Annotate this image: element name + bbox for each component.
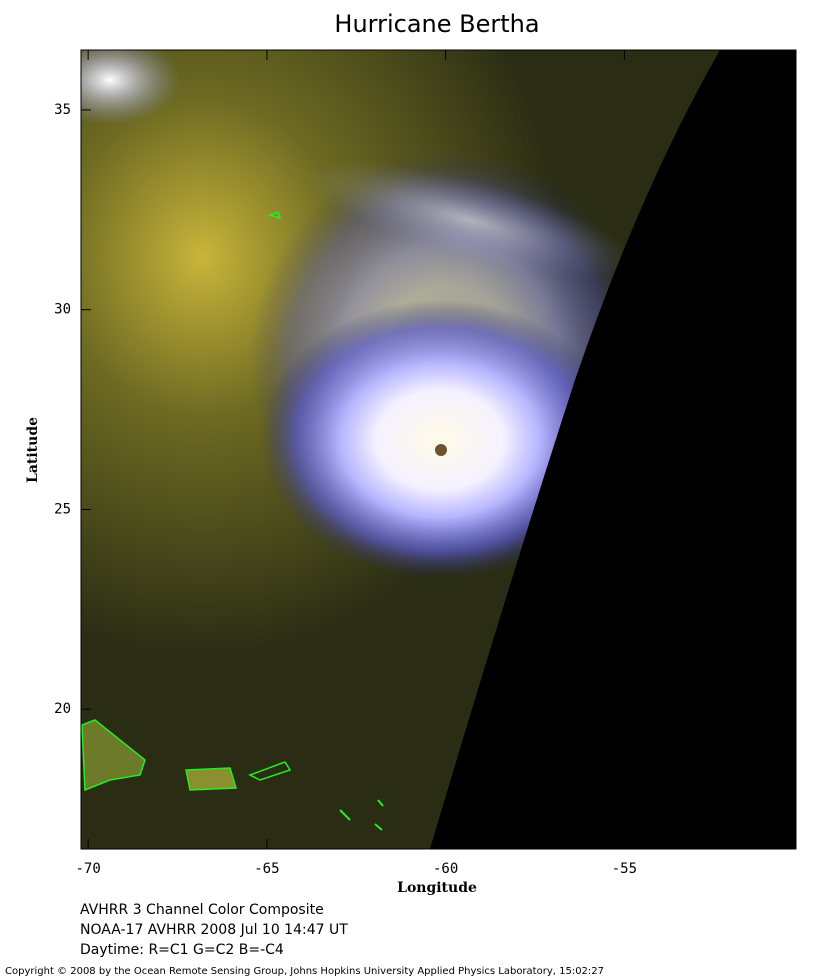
caption-line: NOAA-17 AVHRR 2008 Jul 10 14:47 UT [80, 922, 348, 938]
satellite-image [81, 50, 796, 849]
x-tick-label: -60 [433, 861, 458, 877]
x-tick-label: -55 [612, 861, 637, 877]
x-tick-label: -65 [254, 861, 279, 877]
copyright: Copyright © 2008 by the Ocean Remote Sen… [5, 966, 604, 977]
caption-line: Daytime: R=C1 G=C2 B=-C4 [80, 942, 284, 958]
y-tick-label: 20 [54, 701, 71, 717]
y-axis-label: Latitude [25, 417, 41, 483]
caption: AVHRR 3 Channel Color Composite NOAA-17 A… [80, 902, 348, 958]
map-frame [80, 49, 797, 850]
x-axis-label: Longitude [397, 880, 477, 896]
y-tick-label: 30 [54, 302, 71, 318]
y-tick-label: 25 [54, 501, 71, 517]
y-tick-label: 35 [54, 102, 71, 118]
x-tick-label: -70 [76, 861, 101, 877]
map-title: Hurricane Bertha [334, 10, 539, 38]
caption-line: AVHRR 3 Channel Color Composite [80, 902, 324, 918]
